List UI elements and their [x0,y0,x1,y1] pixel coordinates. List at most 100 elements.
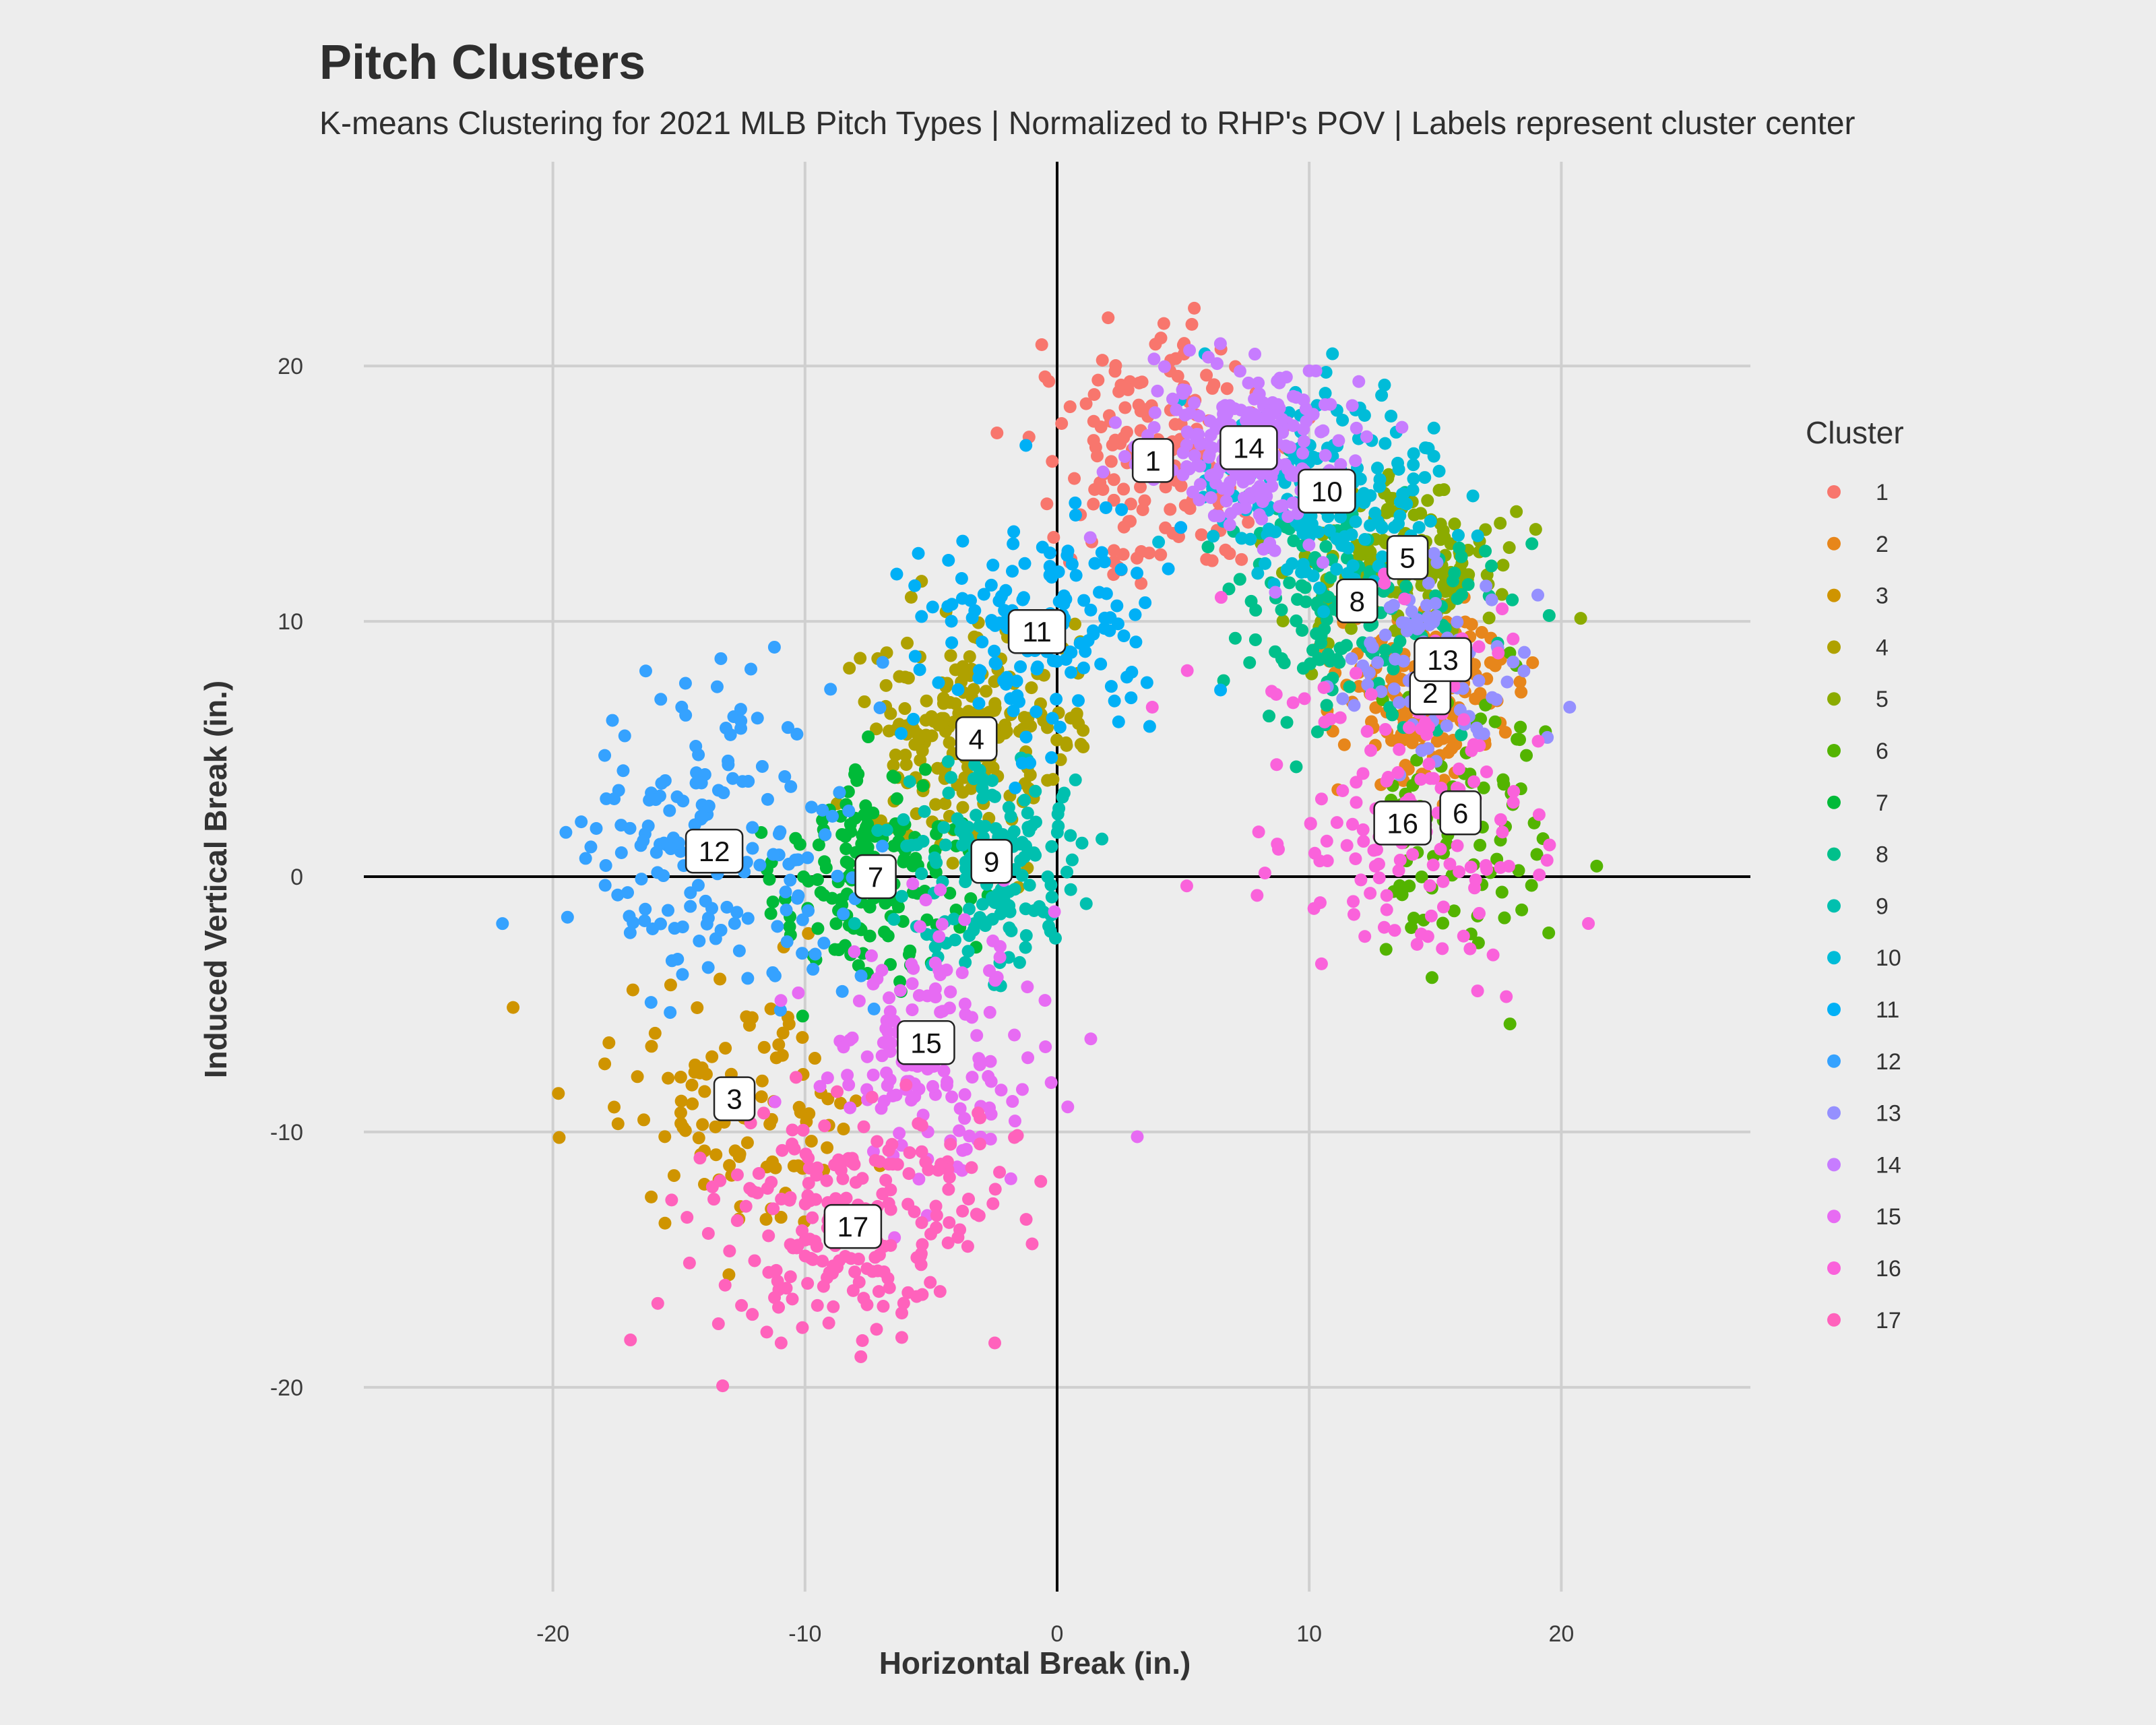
data-point [1131,1130,1144,1143]
data-point [915,1119,928,1132]
data-point [1286,496,1300,509]
data-point [980,685,993,698]
data-point [890,792,903,805]
data-point [1140,676,1153,689]
data-point [691,1001,704,1015]
data-point [1077,594,1091,607]
data-point [1025,681,1038,695]
data-point [1410,753,1424,767]
data-point [716,1379,730,1393]
data-point [963,650,976,663]
data-point [1466,489,1480,503]
data-point [1385,410,1398,423]
data-point [956,786,970,799]
data-point [1068,472,1081,485]
data-point [1060,739,1073,752]
data-point [944,985,957,999]
legend-swatch [1827,1106,1841,1120]
data-point [1074,738,1087,751]
data-point [1465,618,1478,631]
data-point [575,815,588,829]
data-point [624,1334,637,1347]
legend-item: 11 [1827,997,1899,1023]
data-point [901,1197,915,1211]
data-point [934,883,947,897]
data-point [654,917,667,931]
data-point [796,1123,810,1137]
data-point [1340,839,1354,852]
data-point [1421,494,1434,507]
data-point [717,786,730,800]
data-point [821,1141,834,1154]
data-point [784,780,798,793]
data-point [799,1148,813,1161]
x-axis-title: Horizontal Break (in.) [879,1645,1191,1681]
data-point [1257,542,1270,556]
legend-swatch [1827,640,1841,654]
data-point [1515,685,1528,699]
data-point [735,1298,749,1312]
data-point [868,1154,882,1167]
data-point [674,1106,687,1119]
data-point [883,1073,897,1086]
data-point [719,722,732,735]
data-point [852,1276,866,1289]
data-point [1391,766,1405,780]
legend-label: 15 [1876,1204,1901,1230]
data-point [929,865,943,879]
data-point [1120,425,1133,439]
data-point [1120,670,1134,684]
data-point [1360,724,1374,738]
data-point [1312,582,1326,595]
data-point [976,791,990,805]
data-point [956,1204,970,1218]
data-point [1031,660,1044,674]
data-point [1438,531,1451,544]
data-point [1330,563,1343,576]
data-point [1430,734,1444,748]
data-point [868,1251,882,1264]
label-text: 10 [1311,476,1343,507]
data-point [895,1331,908,1344]
data-point [875,1102,888,1115]
data-point [685,1078,699,1092]
data-point [865,1090,879,1104]
data-point [824,683,837,696]
data-point [955,571,968,585]
data-point [1457,929,1470,943]
data-point [905,958,918,971]
data-point [696,1118,709,1131]
data-point [808,1052,821,1065]
label-box [1439,790,1482,836]
data-point [1195,528,1208,542]
data-point [1540,854,1554,867]
data-point [755,759,769,773]
data-point [1345,652,1358,665]
data-point [1296,624,1309,637]
data-point [1498,911,1511,924]
data-point [961,831,974,844]
data-point [1531,734,1545,748]
legend-swatch [1827,795,1841,809]
data-point [1387,521,1401,534]
data-point [961,945,975,958]
data-point [967,923,980,937]
data-point [1099,501,1112,514]
legend-label: 13 [1876,1101,1901,1127]
data-point [1308,846,1321,860]
data-point [1424,909,1438,922]
data-point [1378,576,1391,590]
y-axis-title: Induced Vertical Break (in.) [198,681,233,1079]
cluster-center-label: 6 [1439,790,1482,836]
data-point [1258,867,1271,880]
legend-swatch [1827,951,1841,965]
data-point [1131,567,1144,580]
series-16 [1145,567,1595,1003]
data-point [1186,485,1199,499]
data-point [944,1137,957,1151]
data-point [884,707,897,720]
label-text: 17 [837,1211,869,1243]
data-point [1525,537,1539,551]
data-point [857,1292,870,1305]
data-point [924,1276,937,1289]
